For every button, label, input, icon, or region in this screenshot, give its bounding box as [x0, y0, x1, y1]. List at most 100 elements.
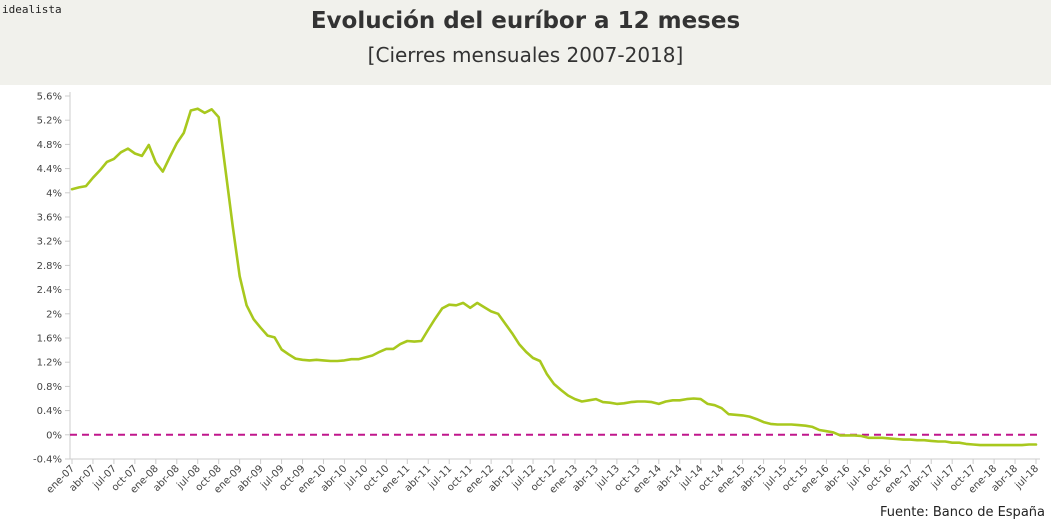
data-point	[602, 401, 604, 403]
data-point	[266, 334, 268, 336]
data-point	[595, 398, 597, 400]
data-point	[329, 360, 331, 362]
data-point	[532, 357, 534, 359]
data-point	[336, 360, 338, 362]
data-point	[239, 275, 241, 277]
data-point	[71, 188, 73, 190]
data-point	[853, 434, 855, 436]
data-point	[434, 317, 436, 319]
data-point	[686, 398, 688, 400]
data-point	[490, 310, 492, 312]
data-point	[406, 340, 408, 342]
y-tick-label: 5.2%	[37, 116, 62, 127]
data-point	[1000, 444, 1002, 446]
data-point	[937, 440, 939, 442]
data-point	[343, 359, 345, 361]
data-point	[790, 423, 792, 425]
data-point	[825, 430, 827, 432]
data-point	[1021, 444, 1023, 446]
source-note: Fuente: Banco de España	[879, 505, 1045, 520]
data-point	[518, 343, 520, 345]
data-point	[727, 413, 729, 415]
data-point	[839, 434, 841, 436]
data-point	[734, 414, 736, 416]
data-point	[930, 440, 932, 442]
data-point	[860, 435, 862, 437]
data-point	[588, 399, 590, 401]
data-point	[225, 170, 227, 172]
euribor-series-line	[70, 107, 1038, 447]
data-point	[134, 152, 136, 154]
data-point	[280, 348, 282, 350]
data-point	[832, 431, 834, 433]
x-tick-label: jul-18	[1013, 463, 1041, 491]
y-tick-label: 2.8%	[37, 261, 62, 272]
data-point	[350, 358, 352, 360]
data-point	[469, 307, 471, 309]
data-point	[357, 358, 359, 360]
data-point	[85, 185, 87, 187]
data-point	[245, 304, 247, 306]
data-point	[294, 357, 296, 359]
data-point	[811, 426, 813, 428]
data-point	[420, 340, 422, 342]
chart-subtitle: [Cierres mensuales 2007-2018]	[367, 43, 684, 67]
data-point	[769, 423, 771, 425]
y-tick-label: 3.2%	[37, 237, 62, 248]
brand-logo-text: idealista	[2, 3, 62, 16]
chart-title: Evolución del euríbor a 12 meses	[310, 8, 741, 34]
data-point	[986, 444, 988, 446]
data-point	[427, 328, 429, 330]
data-point	[776, 423, 778, 425]
data-point	[1028, 443, 1030, 445]
data-point	[721, 407, 723, 409]
data-point	[525, 351, 527, 353]
data-point	[630, 401, 632, 403]
data-point	[113, 158, 115, 160]
y-tick-label: 4.4%	[37, 164, 62, 175]
y-tick-label: 1.6%	[37, 334, 62, 345]
data-point	[818, 429, 820, 431]
data-point	[190, 109, 192, 111]
data-point	[392, 348, 394, 350]
y-tick-label: 1.2%	[37, 358, 62, 369]
data-point	[148, 144, 150, 146]
data-point	[553, 383, 555, 385]
data-point	[755, 418, 757, 420]
data-point	[679, 399, 681, 401]
data-point	[385, 348, 387, 350]
data-point	[797, 424, 799, 426]
data-point	[560, 389, 562, 391]
data-point	[78, 186, 80, 188]
data-point	[762, 421, 764, 423]
data-point	[399, 343, 401, 345]
data-point	[546, 373, 548, 375]
data-point	[252, 318, 254, 320]
data-point	[867, 437, 869, 439]
chart-header: idealista Evolución del euríbor a 12 mes…	[0, 0, 1051, 85]
data-point	[483, 306, 485, 308]
data-point	[707, 403, 709, 405]
y-tick-label: -0.4%	[33, 455, 62, 466]
data-point	[169, 156, 171, 158]
data-point	[944, 440, 946, 442]
data-point	[714, 404, 716, 406]
data-point	[748, 415, 750, 417]
data-point	[902, 438, 904, 440]
data-point	[511, 332, 513, 334]
y-tick-label: 0.8%	[37, 382, 62, 393]
data-point	[881, 437, 883, 439]
data-point	[315, 359, 317, 361]
data-point	[504, 322, 506, 324]
data-point	[259, 327, 261, 329]
data-point	[99, 169, 101, 171]
data-point	[665, 400, 667, 402]
data-point	[211, 108, 213, 110]
data-point	[204, 112, 206, 114]
y-tick-label: 2%	[46, 309, 62, 320]
data-point	[874, 437, 876, 439]
data-point	[462, 302, 464, 304]
data-point	[951, 442, 953, 444]
data-point	[232, 225, 234, 227]
